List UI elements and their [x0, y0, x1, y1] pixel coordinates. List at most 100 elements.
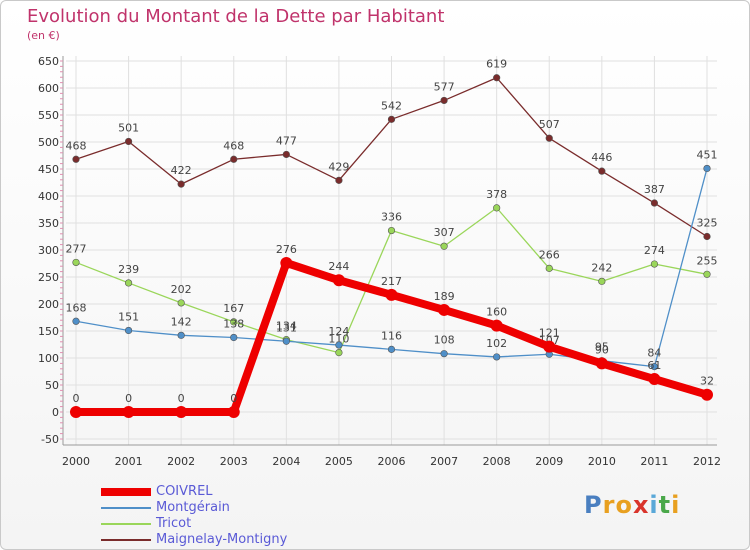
data-point-maignelay-montigny: [124, 137, 133, 146]
data-point-coivrel: [227, 406, 240, 418]
data-label-montg-rain: 102: [486, 337, 507, 350]
data-label-montg-rain: 131: [276, 321, 297, 334]
x-tick-label: 2012: [693, 455, 721, 468]
data-point-tricot: [177, 299, 185, 307]
data-label-tricot: 277: [66, 242, 87, 255]
data-label-tricot: 378: [486, 188, 507, 201]
data-point-montg-rain: [124, 326, 133, 335]
data-label-coivrel: 90: [595, 343, 609, 356]
legend-swatch: [101, 539, 151, 541]
x-tick-label: 2010: [588, 455, 616, 468]
data-point-coivrel: [122, 406, 135, 418]
legend-item-tricot: Tricot: [101, 516, 361, 532]
legend-item-maignelay-montigny: Maignelay-Montigny: [101, 532, 361, 548]
data-point-maignelay-montigny: [387, 115, 396, 123]
data-label-montg-rain: 116: [381, 329, 402, 342]
x-tick-label: 2005: [325, 455, 353, 468]
data-label-maignelay-montigny: 325: [697, 217, 718, 230]
data-label-tricot: 307: [434, 226, 455, 239]
data-point-maignelay-montigny: [440, 96, 448, 105]
data-point-maignelay-montigny: [650, 199, 659, 207]
data-point-tricot: [440, 242, 448, 250]
data-point-tricot: [124, 279, 133, 287]
data-label-coivrel: 276: [276, 243, 297, 256]
data-point-tricot: [650, 260, 659, 268]
data-label-tricot: 242: [591, 261, 612, 274]
data-label-tricot: 134: [276, 320, 297, 333]
data-point-maignelay-montigny: [230, 155, 238, 163]
data-label-montg-rain: 451: [697, 148, 718, 161]
data-label-tricot: 110: [328, 333, 349, 346]
data-label-tricot: 239: [118, 263, 139, 276]
data-point-maignelay-montigny: [335, 176, 343, 184]
data-label-maignelay-montigny: 577: [434, 80, 455, 93]
data-point-tricot: [703, 270, 711, 278]
data-point-tricot: [545, 264, 553, 272]
legend-swatch: [101, 507, 151, 509]
data-point-tricot: [72, 258, 80, 267]
y-tick-label: 150: [38, 325, 59, 338]
y-tick-label: 500: [38, 136, 59, 149]
data-point-coivrel: [701, 388, 713, 401]
data-label-montg-rain: 142: [171, 315, 192, 328]
data-label-coivrel: 217: [381, 275, 402, 288]
data-label-maignelay-montigny: 619: [486, 58, 507, 71]
data-label-coivrel: 160: [486, 306, 507, 319]
data-label-maignelay-montigny: 468: [66, 139, 87, 152]
data-label-montg-rain: 95: [595, 341, 609, 354]
chart-legend: COIVREL Montgérain Tricot Maignelay-Montign…: [101, 484, 361, 548]
legend-label: Tricot: [156, 516, 192, 531]
data-point-coivrel: [595, 357, 608, 370]
data-point-montg-rain: [650, 363, 659, 371]
data-label-maignelay-montigny: 507: [539, 118, 560, 131]
data-label-tricot: 202: [171, 283, 192, 296]
proxiti-logo: Proxiti: [584, 491, 681, 519]
data-label-maignelay-montigny: 468: [223, 139, 244, 152]
x-tick-label: 2008: [483, 455, 511, 468]
legend-item-montg-rain: Montgérain: [101, 500, 361, 516]
x-tick-label: 2002: [167, 455, 195, 468]
data-label-coivrel: 0: [73, 392, 80, 405]
data-point-maignelay-montigny: [703, 232, 711, 241]
data-point-maignelay-montigny: [545, 134, 553, 142]
data-point-coivrel: [648, 373, 661, 386]
data-point-tricot: [335, 349, 343, 357]
x-tick-label: 2003: [220, 455, 248, 468]
data-label-maignelay-montigny: 422: [171, 164, 192, 177]
data-label-tricot: 274: [644, 244, 665, 257]
data-point-coivrel: [543, 340, 556, 353]
data-label-montg-rain: 168: [66, 301, 87, 314]
data-point-maignelay-montigny: [282, 150, 290, 159]
data-point-coivrel: [175, 406, 188, 418]
data-label-coivrel: 61: [647, 359, 661, 372]
data-label-coivrel: 189: [434, 290, 455, 303]
x-tick-label: 2011: [640, 455, 668, 468]
legend-label: COIVREL: [156, 484, 213, 499]
legend-swatch: [101, 523, 151, 525]
data-point-montg-rain: [230, 333, 238, 342]
data-point-montg-rain: [335, 341, 343, 349]
data-label-coivrel: 0: [178, 392, 185, 405]
legend-label: Montgérain: [156, 500, 230, 515]
y-tick-label: -50: [41, 433, 59, 446]
x-tick-label: 2006: [378, 455, 406, 468]
data-point-montg-rain: [72, 317, 80, 325]
y-tick-label: 250: [38, 271, 59, 284]
chart-unit: (en €): [27, 29, 60, 42]
y-tick-label: 100: [38, 352, 59, 365]
data-point-montg-rain: [177, 331, 185, 339]
y-tick-label: 50: [45, 379, 59, 392]
data-label-tricot: 266: [539, 248, 560, 261]
data-label-montg-rain: 138: [223, 317, 244, 330]
data-label-coivrel: 0: [125, 392, 132, 405]
x-tick-label: 2001: [115, 455, 143, 468]
data-label-maignelay-montigny: 429: [328, 160, 349, 173]
x-tick-label: 2009: [535, 455, 563, 468]
data-point-tricot: [598, 277, 606, 285]
y-tick-label: 600: [38, 82, 59, 95]
data-label-maignelay-montigny: 477: [276, 134, 297, 147]
y-tick-label: 200: [38, 298, 59, 311]
data-point-tricot: [230, 318, 238, 326]
data-point-montg-rain: [440, 350, 448, 358]
